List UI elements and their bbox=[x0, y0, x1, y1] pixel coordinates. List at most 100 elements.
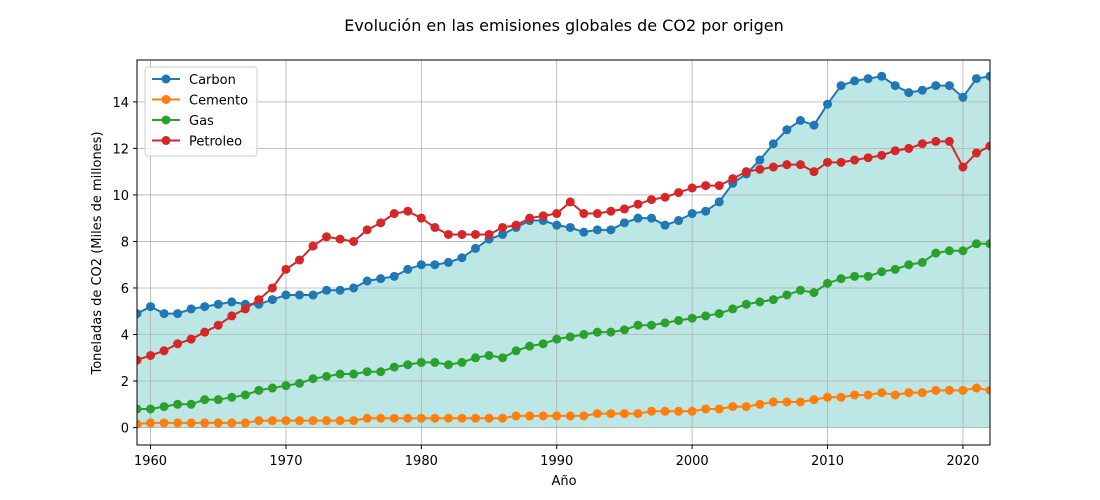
data-point-carbon bbox=[308, 290, 318, 300]
data-point-petroleo bbox=[674, 188, 684, 198]
data-point-cemento bbox=[660, 406, 670, 416]
data-point-petroleo bbox=[904, 143, 914, 153]
data-point-petroleo bbox=[173, 339, 183, 349]
data-point-cemento bbox=[606, 409, 616, 419]
data-point-gas bbox=[606, 327, 616, 337]
data-point-cemento bbox=[484, 413, 494, 423]
data-point-cemento bbox=[213, 418, 223, 428]
data-point-cemento bbox=[511, 411, 521, 421]
data-point-gas bbox=[335, 369, 345, 379]
x-tick-label: 2010 bbox=[811, 454, 844, 469]
data-point-gas bbox=[538, 339, 548, 349]
data-point-carbon bbox=[809, 120, 819, 130]
data-point-gas bbox=[904, 260, 914, 270]
data-point-gas bbox=[498, 353, 508, 363]
data-point-cemento bbox=[619, 409, 629, 419]
data-point-petroleo bbox=[498, 222, 508, 232]
data-point-cemento bbox=[443, 413, 453, 423]
data-point-gas bbox=[728, 304, 738, 314]
legend-marker-carbon bbox=[161, 74, 171, 84]
data-point-carbon bbox=[850, 76, 860, 86]
data-point-petroleo bbox=[944, 136, 954, 146]
data-point-petroleo bbox=[227, 311, 237, 321]
data-point-carbon bbox=[971, 74, 981, 84]
y-tick-label: 14 bbox=[112, 96, 129, 111]
series-line-cemento bbox=[137, 386, 990, 426]
data-point-petroleo bbox=[606, 206, 616, 216]
data-point-petroleo bbox=[538, 211, 548, 221]
data-point-cemento bbox=[592, 409, 602, 419]
data-point-gas bbox=[403, 360, 413, 370]
data-point-petroleo bbox=[985, 141, 990, 151]
series-line-petroleo bbox=[137, 140, 990, 362]
y-axis-label: Toneladas de CO2 (Miles de millones) bbox=[90, 131, 105, 375]
data-point-gas bbox=[579, 330, 589, 340]
data-point-gas bbox=[443, 360, 453, 370]
data-point-cemento bbox=[137, 419, 142, 429]
data-point-petroleo bbox=[254, 295, 264, 305]
data-point-gas bbox=[565, 332, 575, 342]
data-point-carbon bbox=[755, 155, 765, 165]
data-point-carbon bbox=[416, 260, 426, 270]
data-point-cemento bbox=[416, 413, 426, 423]
data-point-petroleo bbox=[795, 160, 805, 170]
data-point-petroleo bbox=[660, 192, 670, 202]
data-point-carbon bbox=[904, 88, 914, 98]
data-point-petroleo bbox=[850, 155, 860, 165]
data-point-cemento bbox=[890, 390, 900, 400]
data-point-cemento bbox=[389, 413, 399, 423]
data-point-cemento bbox=[525, 411, 535, 421]
data-point-carbon bbox=[714, 197, 724, 207]
data-point-gas bbox=[281, 381, 291, 391]
x-axis-label: Año bbox=[551, 474, 576, 489]
data-point-carbon bbox=[836, 81, 846, 91]
data-point-gas bbox=[687, 313, 697, 323]
data-point-cemento bbox=[809, 395, 819, 405]
x-tick-label: 2000 bbox=[676, 454, 709, 469]
data-point-cemento bbox=[850, 390, 860, 400]
data-point-gas bbox=[416, 357, 426, 367]
data-point-petroleo bbox=[917, 139, 927, 149]
data-point-gas bbox=[552, 334, 562, 344]
legend-marker-petroleo bbox=[161, 136, 171, 145]
data-point-petroleo bbox=[389, 209, 399, 219]
legend-label-gas: Gas bbox=[189, 114, 214, 129]
legend-label-carbon: Carbon bbox=[189, 73, 236, 88]
y-tick-label: 10 bbox=[112, 189, 129, 204]
data-point-gas bbox=[782, 290, 792, 300]
data-point-cemento bbox=[335, 416, 345, 426]
data-point-cemento bbox=[403, 413, 413, 423]
data-point-cemento bbox=[186, 418, 196, 428]
data-point-petroleo bbox=[931, 136, 941, 146]
data-point-petroleo bbox=[755, 164, 765, 174]
data-point-carbon bbox=[592, 225, 602, 235]
data-point-petroleo bbox=[714, 181, 724, 191]
data-point-gas bbox=[674, 316, 684, 326]
data-point-petroleo bbox=[687, 183, 697, 193]
data-point-cemento bbox=[227, 418, 237, 428]
data-point-gas bbox=[294, 378, 304, 388]
data-point-petroleo bbox=[137, 355, 142, 365]
data-point-gas bbox=[470, 353, 480, 363]
data-point-cemento bbox=[322, 416, 332, 426]
data-point-cemento bbox=[470, 413, 480, 423]
data-point-carbon bbox=[795, 115, 805, 125]
data-point-gas bbox=[227, 392, 237, 402]
y-tick-label: 12 bbox=[112, 142, 129, 157]
data-point-cemento bbox=[836, 392, 846, 402]
data-point-cemento bbox=[200, 418, 210, 428]
data-point-gas bbox=[376, 367, 386, 377]
data-point-cemento bbox=[430, 413, 440, 423]
data-point-petroleo bbox=[403, 206, 413, 216]
data-point-cemento bbox=[782, 397, 792, 407]
data-point-cemento bbox=[714, 404, 724, 414]
data-point-gas bbox=[714, 309, 724, 319]
data-point-petroleo bbox=[877, 150, 887, 160]
y-tick-label: 0 bbox=[121, 422, 129, 437]
data-point-carbon bbox=[877, 71, 887, 81]
data-point-gas bbox=[322, 371, 332, 381]
data-point-carbon bbox=[186, 304, 196, 314]
data-point-gas bbox=[795, 285, 805, 295]
x-tick-label: 1980 bbox=[405, 454, 438, 469]
data-point-petroleo bbox=[647, 195, 657, 205]
